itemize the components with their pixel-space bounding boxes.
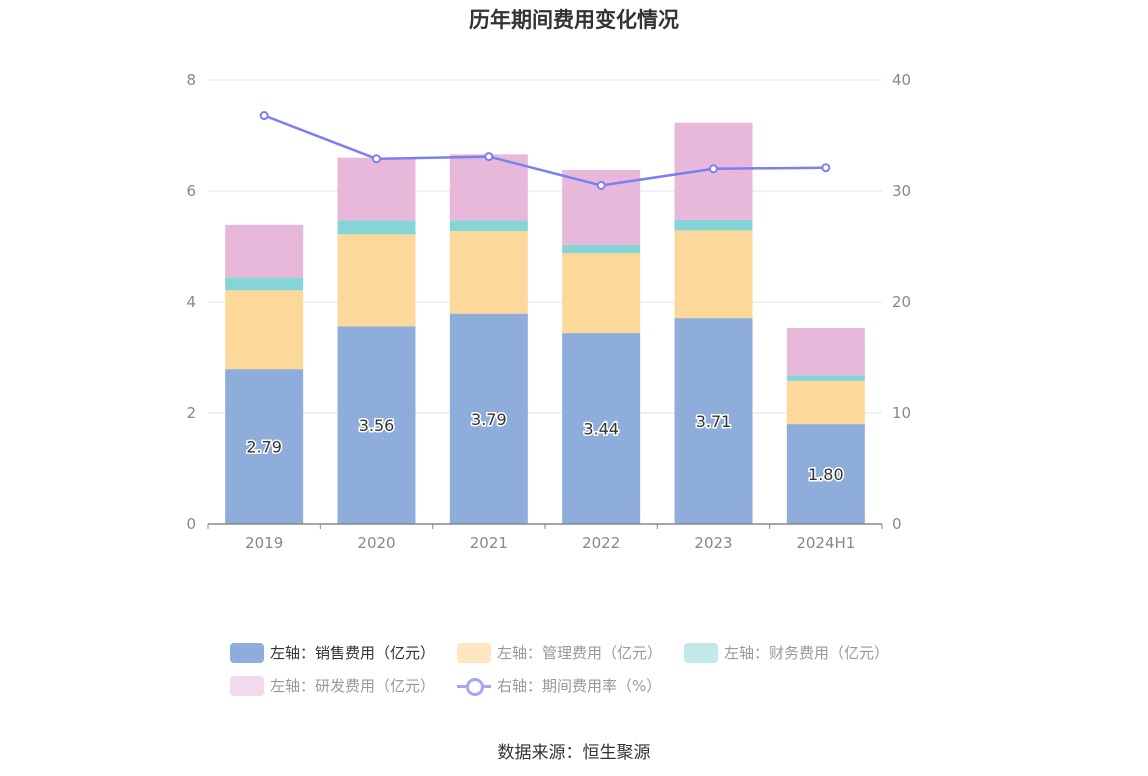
bar-sales (225, 369, 304, 524)
bar-admin (225, 290, 304, 370)
bar-data-label: 1.80 (808, 465, 844, 484)
bar-rnd (337, 157, 416, 221)
right-axis-tick-label: 30 (892, 182, 911, 200)
data-source-note: 数据来源：恒生聚源 (497, 743, 651, 763)
legend-row: 左轴：研发费用（亿元） 右轴：期间费用率（%） (230, 669, 930, 702)
bar-data-label: 3.44 (583, 420, 619, 439)
legend-item-sales[interactable]: 左轴：销售费用（亿元） (230, 642, 435, 663)
bar-sales (562, 333, 641, 524)
rate-point (372, 154, 381, 164)
right-axis-tick-label: 0 (892, 515, 902, 533)
chart-plot: 0 2 4 6 8 0 10 20 30 40 2019 2020 2021 2022 2023 2024H1… (186, 71, 911, 552)
bar-sales (449, 313, 528, 524)
legend-item-rnd[interactable]: 左轴：研发费用（亿元） (230, 675, 435, 696)
rate-point (484, 152, 494, 162)
legend-label-rnd: 左轴：研发费用（亿元） (270, 677, 436, 695)
x-axis-tick-label: 2020 (357, 534, 395, 552)
left-axis-tick-label: 0 (186, 515, 196, 533)
bar-finance (337, 220, 416, 235)
bar-sales (674, 318, 753, 524)
legend-row: 左轴：销售费用（亿元） 左轴：管理费用（亿元） 左轴：财务费用（亿元） (230, 636, 930, 669)
x-axis-tick-label: 2019 (245, 534, 283, 552)
bar-admin (562, 253, 641, 334)
x-axis-tick-label: 2022 (582, 534, 620, 552)
chart-legend: 左轴：销售费用（亿元） 左轴：管理费用（亿元） 左轴：财务费用（亿元） 左轴：研… (230, 636, 930, 702)
bar-sales (337, 326, 416, 524)
bar-finance (449, 220, 528, 231)
x-axis-tick-label: 2024H1 (796, 534, 855, 552)
rate-point (259, 111, 269, 121)
legend-swatch-sales (230, 642, 264, 663)
bar-data-label: 2.79 (246, 438, 282, 457)
bar-admin (786, 380, 865, 425)
legend-label-sales: 左轴：销售费用（亿元） (270, 644, 436, 662)
bar-data-label: 3.71 (696, 412, 732, 431)
bar-sales (786, 424, 865, 524)
bar-admin (674, 230, 753, 319)
left-axis-tick-label: 6 (186, 182, 196, 200)
legend-swatch-rate (457, 676, 492, 696)
bar-admin (449, 230, 528, 314)
legend-label-admin: 左轴：管理费用（亿元） (497, 644, 663, 662)
legend-label-finance: 左轴：财务费用（亿元） (724, 644, 890, 662)
rate-point (821, 163, 831, 173)
bar-finance (225, 277, 304, 291)
legend-swatch-finance (684, 642, 719, 663)
bar-data-label: 3.56 (359, 416, 395, 435)
left-axis-tick-label: 2 (186, 404, 196, 422)
bar-data-label: 3.79 (471, 410, 507, 429)
legend-item-admin[interactable]: 左轴：管理费用（亿元） (457, 642, 662, 663)
rate-line (263, 114, 826, 187)
x-axis-tick-label: 2023 (694, 534, 732, 552)
x-axis-tick-label: 2021 (470, 534, 508, 552)
legend-label-rate: 右轴：期间费用率（%） (497, 677, 662, 695)
legend-item-finance[interactable]: 左轴：财务费用（亿元） (684, 642, 889, 663)
legend-swatch-rnd (230, 675, 264, 696)
rate-point (596, 180, 606, 190)
bar-finance (562, 244, 641, 254)
bar-finance (674, 219, 753, 231)
bar-rnd (449, 154, 528, 221)
bar-rnd (225, 224, 304, 278)
legend-swatch-admin (457, 642, 492, 663)
right-axis-tick-label: 10 (892, 404, 911, 422)
legend-item-rate[interactable]: 右轴：期间费用率（%） (457, 675, 661, 696)
left-axis-tick-label: 8 (186, 71, 196, 89)
right-axis-tick-label: 40 (892, 71, 911, 89)
left-axis-tick-label: 4 (186, 293, 196, 311)
chart-title: 历年期间费用变化情况 (469, 8, 679, 32)
right-axis-tick-label: 20 (892, 293, 911, 311)
bar-finance (786, 375, 865, 381)
rate-point (709, 164, 718, 174)
bar-rnd (786, 328, 865, 376)
bar-admin (337, 234, 416, 327)
